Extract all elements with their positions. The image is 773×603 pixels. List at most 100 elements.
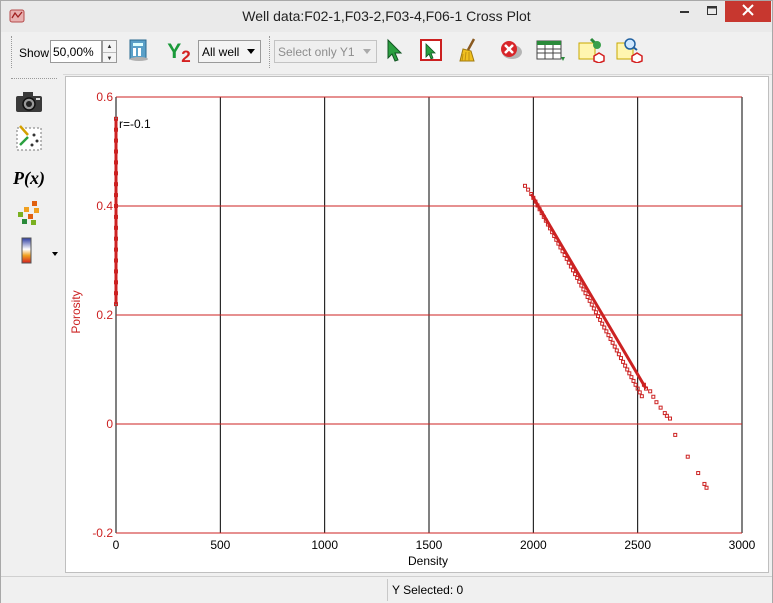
y2-axis-icon: Y2 — [167, 40, 191, 66]
data-point — [604, 329, 609, 334]
data-point — [596, 314, 601, 319]
data-point — [587, 298, 592, 303]
data-point — [637, 390, 642, 395]
snapshot-button[interactable] — [14, 88, 44, 118]
data-point-cluster — [529, 193, 648, 390]
settings-export-button[interactable] — [577, 37, 607, 65]
color-scatter-icon — [14, 197, 44, 232]
data-point — [668, 416, 673, 421]
data-point — [583, 291, 588, 296]
maximize-icon — [706, 3, 717, 21]
spinner-up-icon[interactable]: ▲ — [103, 41, 116, 53]
remove-selection-button[interactable] — [497, 39, 523, 65]
side-toolbar-grip[interactable] — [11, 78, 57, 81]
rectangle-select-icon — [418, 37, 444, 68]
show-zoom-spinner[interactable]: ▲ ▼ — [102, 40, 117, 63]
x-tick-label: 1000 — [311, 538, 338, 552]
cross-plot-chart[interactable]: 0 500 1000 1500 2000 2500 3000-0.200.20.40.6 r… — [66, 77, 768, 572]
spinner-down-icon[interactable]: ▼ — [106, 55, 113, 62]
data-point — [654, 400, 659, 405]
data-point — [589, 302, 594, 307]
data-point — [685, 454, 690, 459]
select-only-y1-dropdown[interactable]: Select only Y1 — [274, 40, 377, 63]
data-point — [673, 432, 678, 437]
show-label: Show — [19, 46, 50, 60]
data-point — [610, 340, 615, 345]
data-point — [704, 485, 709, 490]
data-point — [570, 268, 575, 273]
well-select-dropdown[interactable]: All well — [198, 40, 261, 63]
data-point — [606, 333, 611, 338]
table-grid-icon — [535, 37, 567, 68]
data-point — [625, 367, 630, 372]
data-point — [598, 317, 603, 322]
data-point — [573, 272, 578, 277]
data-point — [629, 375, 634, 380]
function-icon: P(x) — [13, 167, 45, 188]
data-point — [702, 481, 707, 486]
data-point — [635, 386, 640, 391]
rectangle-select-button[interactable] — [418, 37, 444, 68]
data-point — [614, 348, 619, 353]
y-axis-label: Porosity — [69, 290, 83, 333]
data-point — [608, 336, 613, 341]
broom-clean-icon — [456, 37, 482, 68]
swap-axes-button[interactable] — [14, 123, 44, 158]
x-tick-label: 2000 — [520, 538, 547, 552]
data-point — [591, 306, 596, 311]
data-point — [579, 283, 584, 288]
toolbar: Show ▲ ▼ Y2 All well Select only Y1 — [1, 32, 772, 75]
data-point — [618, 356, 623, 361]
data-point — [581, 287, 586, 292]
x-tick-label: 1500 — [416, 538, 443, 552]
close-button[interactable] — [725, 1, 771, 22]
toolbar-grip[interactable] — [11, 36, 14, 68]
data-point — [593, 310, 598, 315]
remove-selection-icon — [497, 37, 523, 68]
status-bar: Y Selected: 0 — [1, 576, 772, 603]
toolbar-separator — [269, 36, 272, 68]
chevron-down-icon — [363, 49, 371, 54]
color-scale-icon — [14, 236, 60, 271]
data-point — [616, 352, 621, 357]
x-tick-label: 0 — [113, 538, 120, 552]
data-point — [664, 413, 669, 418]
zoom-search-button[interactable] — [615, 37, 645, 65]
data-point — [522, 183, 527, 188]
data-point — [658, 405, 663, 410]
y-tick-label: 0.2 — [96, 308, 113, 322]
minimize-button[interactable] — [671, 1, 698, 22]
y-selected-status: Y Selected: 0 — [392, 583, 464, 597]
data-point — [600, 321, 605, 326]
y-tick-label: -0.2 — [92, 526, 113, 540]
data-point — [627, 371, 632, 376]
data-point — [577, 279, 582, 284]
clear-button[interactable] — [456, 37, 482, 68]
data-table-icon — [126, 37, 152, 68]
data-point — [612, 344, 617, 349]
x-tick-label: 2500 — [624, 538, 651, 552]
data-point — [621, 359, 626, 364]
color-scatter-button[interactable] — [14, 199, 44, 229]
data-table-button[interactable] — [126, 39, 152, 65]
scatter-swap-icon — [14, 123, 44, 158]
close-icon — [742, 3, 754, 21]
maximize-button[interactable] — [698, 1, 725, 22]
table-grid-button[interactable] — [535, 39, 567, 65]
app-logo-icon — [9, 8, 25, 24]
x-tick-label: 3000 — [729, 538, 756, 552]
title-bar[interactable]: Well data:F02-1,F03-2,F03-4,F06-1 Cross … — [1, 1, 772, 32]
data-point — [651, 394, 656, 399]
select-arrow-button[interactable] — [381, 37, 407, 68]
y-tick-label: 0.4 — [96, 199, 113, 213]
data-point — [585, 295, 590, 300]
color-scale-button[interactable] — [14, 236, 60, 271]
select-arrow-icon — [381, 37, 407, 68]
y-tick-label: 0.6 — [96, 90, 113, 104]
data-point — [602, 325, 607, 330]
x-tick-label: 500 — [210, 538, 230, 552]
y2-axis-button[interactable]: Y2 — [162, 39, 196, 66]
function-button[interactable]: P(x) — [13, 163, 45, 193]
show-zoom-input[interactable] — [50, 40, 102, 63]
